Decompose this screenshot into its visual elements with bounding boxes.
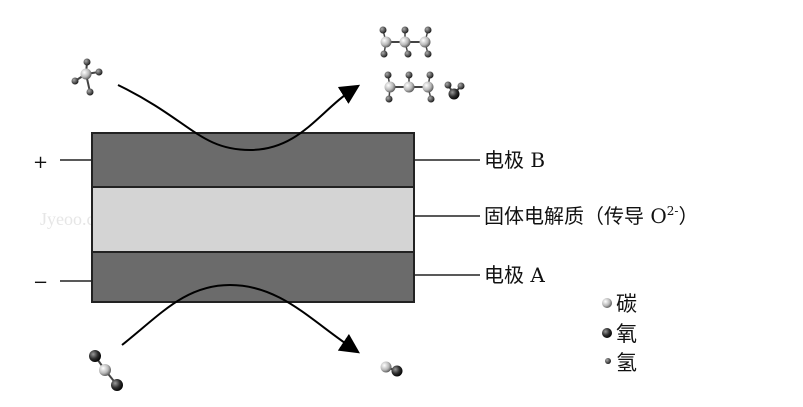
product-molecule-water: [444, 81, 465, 100]
electrolyte-label: 固体电解质（传导 O2-）: [484, 204, 698, 228]
legend-oxygen-label: 氧: [616, 322, 637, 346]
electrolyte-layer: [91, 186, 415, 253]
reactant-molecule-top: [71, 58, 103, 96]
legend-hydrogen-label: 氢: [616, 351, 637, 375]
legend-hydrogen-symbol: [605, 358, 611, 364]
bottom-flow-arrow: [121, 283, 360, 354]
product-molecule-bottom: [380, 361, 403, 377]
electrode-a-layer: [91, 251, 415, 303]
legend-carbon-label: 碳: [616, 292, 637, 316]
positive-terminal: +: [33, 152, 48, 173]
top-flow-arrow: [117, 84, 361, 152]
reactant-molecule-bottom: [89, 350, 123, 391]
legend-carbon-symbol: [602, 298, 612, 308]
legend-oxygen-symbol: [602, 328, 612, 338]
electrode-b-label: 电极 B: [484, 148, 545, 172]
legend: 碳 氧 氢: [602, 292, 637, 375]
negative-terminal: −: [33, 272, 48, 293]
product-molecule-top-2: [384, 71, 435, 103]
electrode-a-label: 电极 A: [484, 263, 545, 287]
product-molecule-top-1: [379, 26, 432, 58]
electrode-b-layer: [91, 132, 415, 188]
